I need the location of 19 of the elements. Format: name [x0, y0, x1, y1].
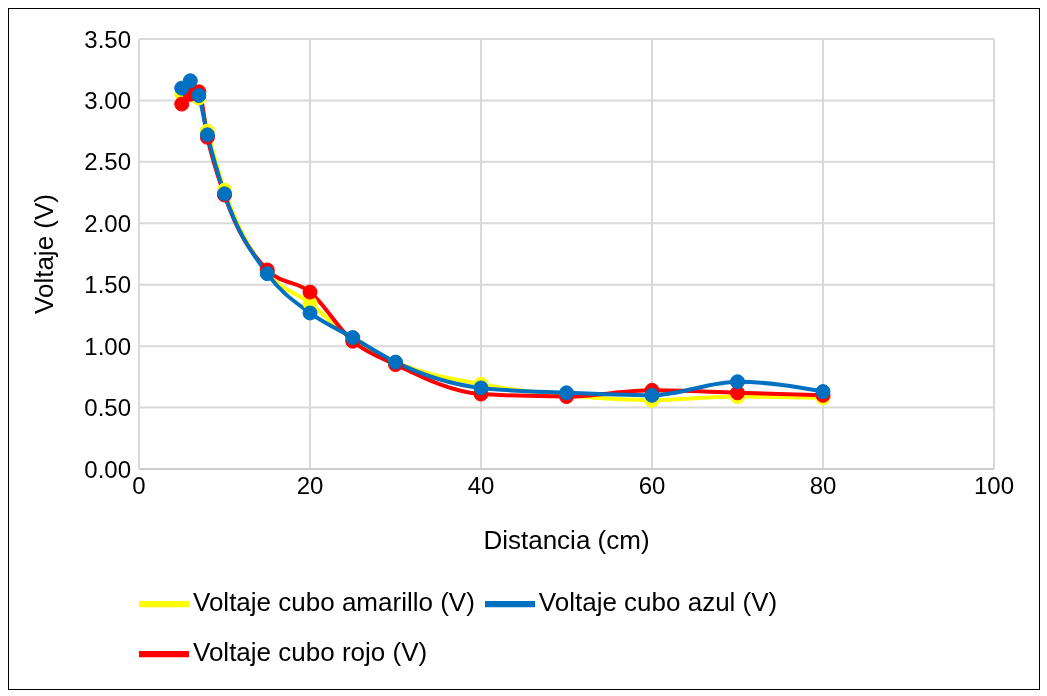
y-tick-label: 3.50: [84, 25, 131, 53]
legend-label: Voltaje cubo rojo (V): [193, 636, 428, 667]
x-tick-label: 40: [467, 472, 495, 500]
y-tick-label: 3.00: [84, 86, 131, 114]
x-tick-label: 0: [132, 472, 146, 500]
y-tick-label: 0.50: [84, 394, 131, 422]
legend-label: Voltaje cubo azul (V): [538, 586, 778, 617]
y-tick-label: 1.50: [84, 271, 131, 299]
y-axis-title: Voltaje (V): [29, 194, 60, 314]
x-tick-label: 100: [973, 472, 1015, 500]
x-axis-title: Distancia (cm): [483, 525, 650, 555]
x-tick-label: 60: [638, 472, 666, 500]
x-tick-label: 20: [296, 472, 324, 500]
y-tick-label: 2.00: [84, 209, 131, 237]
y-tick-label: 1.00: [84, 332, 131, 360]
x-tick-label: 80: [809, 472, 837, 500]
legend-label: Voltaje cubo amarillo (V): [193, 586, 475, 617]
y-tick-label: 2.50: [84, 148, 131, 176]
y-tick-label: 0.00: [84, 455, 131, 483]
